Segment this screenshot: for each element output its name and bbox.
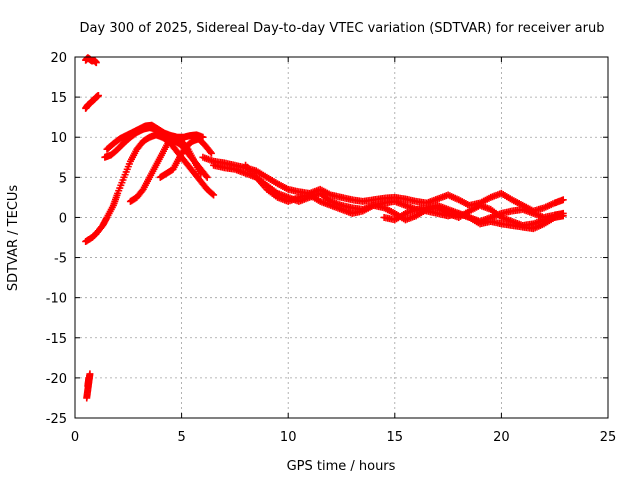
y-axis: -25 -20 -15 -10 -5 0 5 10 15 20: [46, 51, 608, 427]
data-point-early-rise: [94, 92, 102, 100]
data-point-top-burst: [92, 59, 100, 67]
x-tick-label: 10: [280, 430, 297, 445]
y-tick-label: -20: [46, 372, 67, 387]
y-tick-label: -25: [46, 412, 67, 427]
data-point-low-burst: [85, 374, 93, 382]
x-tick-label: 15: [387, 430, 404, 445]
data-point-arc-1: [210, 191, 218, 199]
data-point-low-band: [559, 212, 567, 220]
y-tick-label: -5: [54, 252, 67, 267]
data-point-arc-3: [203, 173, 211, 181]
y-tick-label: -15: [46, 332, 67, 347]
data-point-arc-1: [209, 190, 217, 198]
y-tick-label: 0: [59, 211, 67, 226]
y-tick-label: 15: [50, 91, 67, 106]
y-tick-label: -10: [46, 292, 67, 307]
plot-area: [82, 54, 567, 402]
x-tick-label: 20: [493, 430, 510, 445]
x-axis-label: GPS time / hours: [287, 459, 396, 474]
y-axis-label: SDTVAR / TECUs: [6, 185, 21, 292]
data-point-arc-5: [206, 148, 214, 156]
x-tick-label: 0: [71, 430, 79, 445]
data-point-arc-5: [207, 149, 215, 157]
x-tick-label: 5: [177, 430, 185, 445]
y-tick-label: 5: [59, 171, 67, 186]
y-tick-label: 20: [50, 51, 67, 66]
x-axis: 0 5 10 15 20 25: [71, 57, 616, 445]
chart-title: Day 300 of 2025, Sidereal Day-to-day VTE…: [80, 21, 605, 36]
data-point-arc-3: [202, 172, 210, 180]
y-tick-label: 10: [50, 131, 67, 146]
x-tick-label: 25: [600, 430, 617, 445]
plot-frame: [74, 56, 609, 419]
data-point-mid-band-a: [559, 196, 567, 204]
grid: [75, 57, 608, 418]
